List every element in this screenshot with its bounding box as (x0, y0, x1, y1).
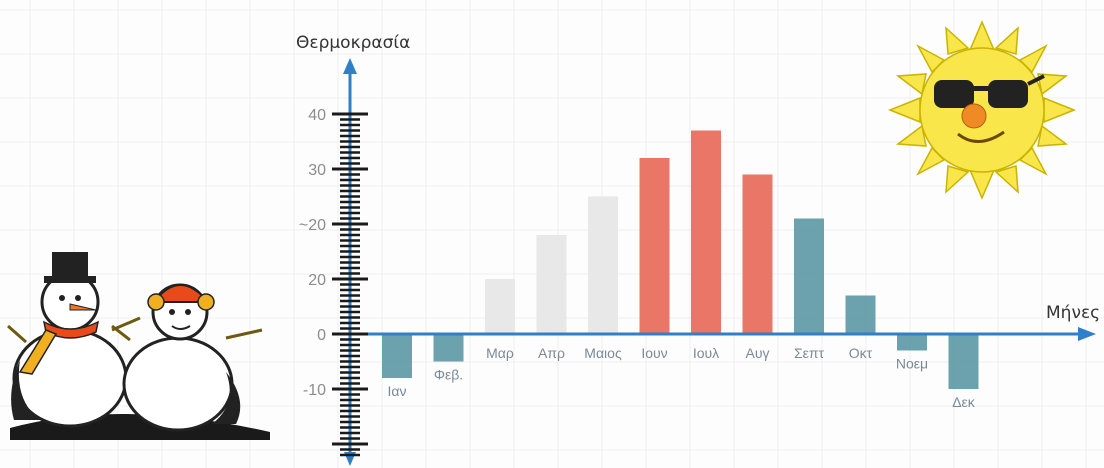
y-axis-title: Θερμοκρασία (296, 33, 410, 53)
month-label: Οκτ (849, 345, 873, 361)
bar-9 (794, 218, 824, 334)
y-tick-label: ~20 (299, 217, 326, 234)
bar-4 (536, 235, 567, 334)
y-tick-label: 20 (308, 272, 326, 289)
month-label: Δεκ (952, 394, 976, 410)
bar-10 (845, 295, 876, 334)
y-tick-label: 30 (308, 162, 326, 179)
bar-2 (433, 334, 464, 362)
bar-3 (485, 279, 515, 334)
y-tick-label: 0 (317, 327, 326, 344)
month-label: Μαιος (584, 345, 622, 361)
month-label: Ιαν (388, 383, 407, 399)
y-axis-arrow-up (343, 58, 357, 74)
bar-11 (897, 334, 927, 351)
x-axis-arrow (1078, 327, 1096, 341)
month-label: Φεβ. (434, 367, 463, 383)
sun-icon (887, 20, 1077, 200)
month-label: Ιουλ (693, 345, 719, 361)
month-label: Νοεμ (896, 356, 928, 372)
bar-5 (588, 196, 618, 334)
y-tick-label: -10 (303, 382, 326, 399)
bar-8 (742, 174, 773, 334)
month-labels: Ιαν Φεβ. Μαρ Απρ Μαιος Ιουν Ιουλ Αυγ Σεπτ Οκτ Νοεμ… (388, 345, 976, 410)
bar-7 (691, 130, 721, 334)
bar-1 (382, 334, 412, 378)
bar-12 (948, 334, 979, 389)
bar-6 (639, 158, 670, 334)
snowmen-icon (7, 252, 270, 440)
month-label: Απρ (538, 345, 565, 361)
x-axis-title: Μήνες (1046, 303, 1100, 323)
month-label: Σεπτ (794, 345, 825, 361)
y-tick-label: 40 (308, 107, 326, 124)
y-ticks: -10 0 20 ~20 30 40 (299, 107, 368, 457)
month-label: Μαρ (486, 345, 514, 361)
month-label: Αυγ (746, 345, 770, 361)
bars (382, 130, 979, 389)
month-label: Ιουν (641, 345, 667, 361)
